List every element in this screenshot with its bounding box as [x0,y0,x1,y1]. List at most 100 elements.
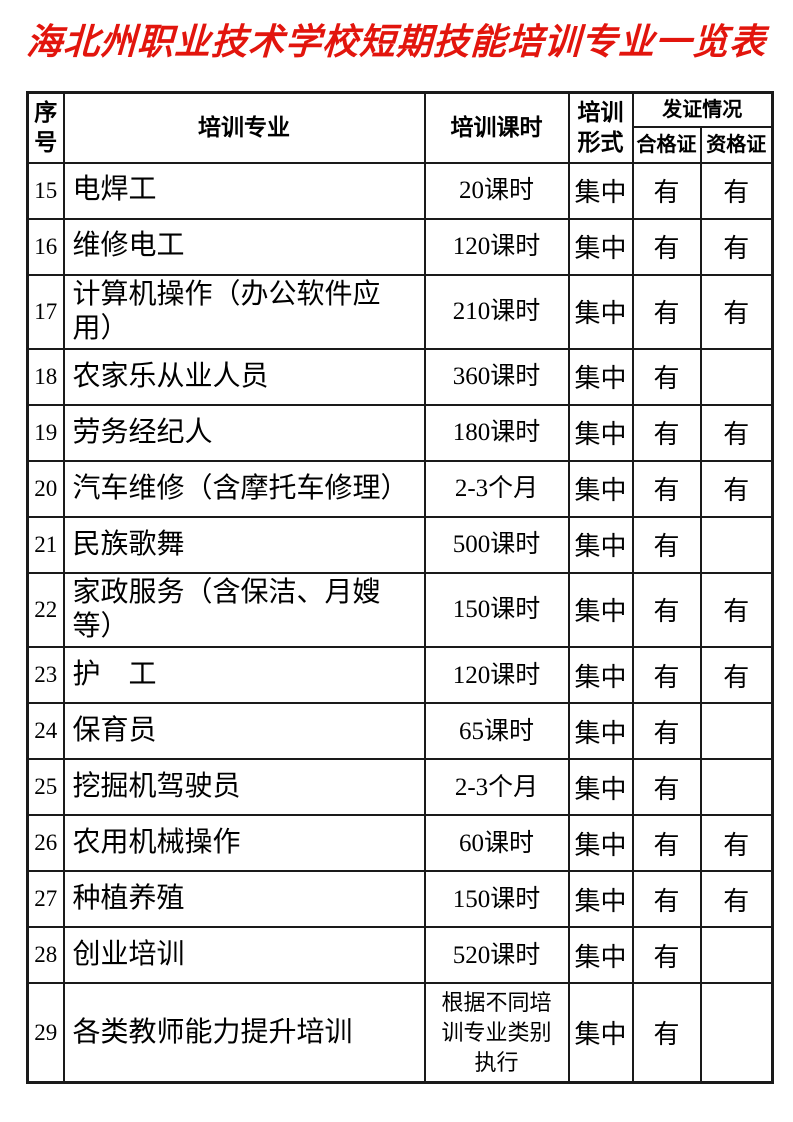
cell-training-hours: 500课时 [423,515,570,574]
cell-training-form: 集中 [567,571,634,649]
cell-training-form: 集中 [567,758,634,817]
header-training-form: 培训形式 [567,91,634,164]
cell-qualification-cert: 有 [699,870,774,929]
cell-qualified-cert: 有 [631,982,702,1084]
cell-serial-no: 19 [26,403,65,462]
cell-training-major: 种植养殖 [62,870,426,929]
cell-training-form: 集中 [567,161,634,220]
header-training-hours: 培训课时 [423,91,570,164]
cell-qualified-cert: 有 [631,273,702,350]
cell-serial-no: 16 [26,217,65,276]
table-row: 25 挖掘机驾驶员 2-3个月 集中 有 [26,758,774,817]
table-row: 20 汽车维修（含摩托车修理） 2-3个月 集中 有 有 [26,459,774,518]
cell-serial-no: 29 [26,982,65,1084]
cell-qualification-cert: 有 [699,161,774,220]
cell-qualification-cert: 有 [699,646,774,705]
cell-qualification-cert [699,926,774,985]
cell-training-major: 电焊工 [62,161,426,220]
header-qualified-cert: 合格证 [631,125,702,164]
cell-qualified-cert: 有 [631,646,702,705]
cell-training-form: 集中 [567,926,634,985]
cell-qualified-cert: 有 [631,161,702,220]
header-training-major: 培训专业 [62,91,426,164]
cell-training-major: 民族歌舞 [62,515,426,574]
cell-training-form: 集中 [567,814,634,873]
header-qualification-cert: 资格证 [699,125,774,164]
cell-training-hours: 2-3个月 [423,459,570,518]
table-row: 22 家政服务（含保洁、月嫂等） 150课时 集中 有 有 [26,571,774,649]
header-certificate-status: 发证情况 [631,91,774,128]
cell-training-form: 集中 [567,982,634,1084]
table-header: 序号 培训专业 培训课时 培训形式 发证情况 合格证 资格证 [26,91,774,164]
cell-training-hours: 根据不同培训专业类别执行 [423,982,570,1084]
cell-serial-no: 28 [26,926,65,985]
cell-qualified-cert: 有 [631,926,702,985]
cell-training-major: 家政服务（含保洁、月嫂等） [62,571,426,649]
cell-qualification-cert [699,982,774,1084]
cell-qualification-cert [699,347,774,406]
table-row: 24 保育员 65课时 集中 有 [26,702,774,761]
cell-qualified-cert: 有 [631,403,702,462]
cell-qualified-cert: 有 [631,459,702,518]
cell-training-form: 集中 [567,217,634,276]
table-body: 15 电焊工 20课时 集中 有 有 16 维修电工 120课时 集中 有 有 … [26,161,774,1084]
cell-training-form: 集中 [567,403,634,462]
table-row: 28 创业培训 520课时 集中 有 [26,926,774,985]
cell-qualification-cert [699,515,774,574]
cell-training-hours: 65课时 [423,702,570,761]
cell-training-form: 集中 [567,515,634,574]
cell-training-form: 集中 [567,646,634,705]
cell-serial-no: 18 [26,347,65,406]
cell-training-major: 劳务经纪人 [62,403,426,462]
cell-qualified-cert: 有 [631,217,702,276]
header-serial-no: 序号 [26,91,65,164]
cell-training-form: 集中 [567,702,634,761]
cell-training-form: 集中 [567,273,634,350]
cell-training-hours: 180课时 [423,403,570,462]
cell-serial-no: 20 [26,459,65,518]
cell-serial-no: 21 [26,515,65,574]
cell-training-hours: 120课时 [423,646,570,705]
cell-serial-no: 27 [26,870,65,929]
cell-training-major: 各类教师能力提升培训 [62,982,426,1084]
cell-training-form: 集中 [567,347,634,406]
table-row: 27 种植养殖 150课时 集中 有 有 [26,870,774,929]
cell-training-major: 汽车维修（含摩托车修理） [62,459,426,518]
table-row: 16 维修电工 120课时 集中 有 有 [26,217,774,276]
cell-qualified-cert: 有 [631,758,702,817]
cell-qualification-cert [699,758,774,817]
cell-serial-no: 26 [26,814,65,873]
cell-training-hours: 150课时 [423,571,570,649]
cell-training-major: 农用机械操作 [62,814,426,873]
cell-training-hours: 60课时 [423,814,570,873]
cell-qualification-cert: 有 [699,403,774,462]
cell-qualification-cert: 有 [699,459,774,518]
cell-training-major: 计算机操作（办公软件应用） [62,273,426,350]
cell-serial-no: 22 [26,571,65,649]
cell-qualified-cert: 有 [631,571,702,649]
page-title: 海北州职业技术学校短期技能培训专业一览表 [25,22,767,62]
table-row: 19 劳务经纪人 180课时 集中 有 有 [26,403,774,462]
cell-training-major: 挖掘机驾驶员 [62,758,426,817]
table-row: 21 民族歌舞 500课时 集中 有 [26,515,774,574]
cell-training-hours: 20课时 [423,161,570,220]
cell-serial-no: 24 [26,702,65,761]
cell-training-major: 农家乐从业人员 [62,347,426,406]
table-row: 17 计算机操作（办公软件应用） 210课时 集中 有 有 [26,273,774,350]
cell-training-form: 集中 [567,459,634,518]
cell-qualified-cert: 有 [631,814,702,873]
cell-serial-no: 17 [26,273,65,350]
cell-qualified-cert: 有 [631,870,702,929]
cell-qualified-cert: 有 [631,702,702,761]
cell-serial-no: 15 [26,161,65,220]
cell-qualification-cert: 有 [699,273,774,350]
cell-training-major: 保育员 [62,702,426,761]
table-row: 23 护 工 120课时 集中 有 有 [26,646,774,705]
cell-training-major: 创业培训 [62,926,426,985]
cell-training-major: 维修电工 [62,217,426,276]
cell-qualified-cert: 有 [631,347,702,406]
cell-qualification-cert: 有 [699,814,774,873]
cell-training-hours: 210课时 [423,273,570,350]
table-row: 29 各类教师能力提升培训 根据不同培训专业类别执行 集中 有 [26,982,774,1084]
